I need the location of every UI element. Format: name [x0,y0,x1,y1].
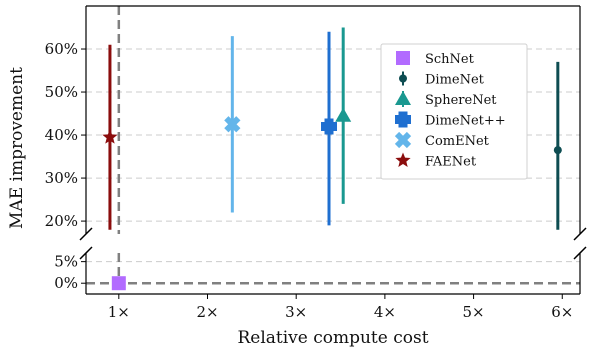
legend-marker-spherenet [395,91,411,105]
legend-label-comenet: ComENet [425,134,490,149]
x-tick-label-3: 4× [374,303,396,321]
x-tick-label-5: 6× [551,303,573,321]
legend-marker-comenet-stroke-b [394,131,412,149]
y-tick-label-top-1: 30% [45,169,78,187]
legend-label-dimenetpppp: DimeNet++ [425,114,506,129]
legend-label-spherenet: SphereNet [425,93,497,108]
y-tick-label-top-4: 60% [45,40,78,58]
data-point-dimenetpppp [321,118,338,135]
legend-box [380,43,528,180]
legend-marker-dimenet [399,74,407,83]
axis-break-mark-0 [79,227,93,241]
y-tick-label-bottom-0: 0% [54,274,78,292]
x-axis-label: Relative compute cost [237,328,428,347]
data-point-comenet [224,116,241,133]
axis-break-mark-1 [573,227,587,241]
legend-marker-comenet [394,131,412,149]
x-tick-label-2: 3× [285,303,307,321]
x-tick-label-1: 2× [196,303,218,321]
legend-label-faenet: FAENet [425,155,477,170]
legend-marker-faenet [395,152,411,167]
axis-break-mark-3 [573,246,587,260]
axes-layer: 20% 30% 40% 50% 60% 0% 5% 1× 2× 3× 4× 5× 6× [45,5,587,321]
legend: SchNet DimeNet SphereNet DimeNet++ ComENet FA… [380,43,528,180]
y-tick-label-top-0: 20% [45,212,78,230]
legend-label-schnet: SchNet [425,52,475,67]
legend-marker-schnet [396,51,410,65]
x-tick-label-0: 1× [108,303,130,321]
x-tick-label-4: 5× [463,303,485,321]
y-tick-label-top-2: 40% [45,126,78,144]
y-axis-label: MAE improvement [7,67,27,229]
data-point-faenet [102,129,118,144]
y-tick-label-bottom-1: 5% [54,253,78,271]
data-point-dimenet [553,146,562,155]
y-tick-label-top-3: 50% [45,83,78,101]
data-point-spherenet [335,107,352,122]
legend-label-dimenet: DimeNet [425,73,485,88]
legend-marker-dimenetpppp [395,111,411,128]
data-point-schnet [111,276,126,291]
data-point-comenet-stroke-b [224,116,241,133]
plot-panel-bottom [86,253,580,294]
axis-break-mark-2 [79,246,93,260]
